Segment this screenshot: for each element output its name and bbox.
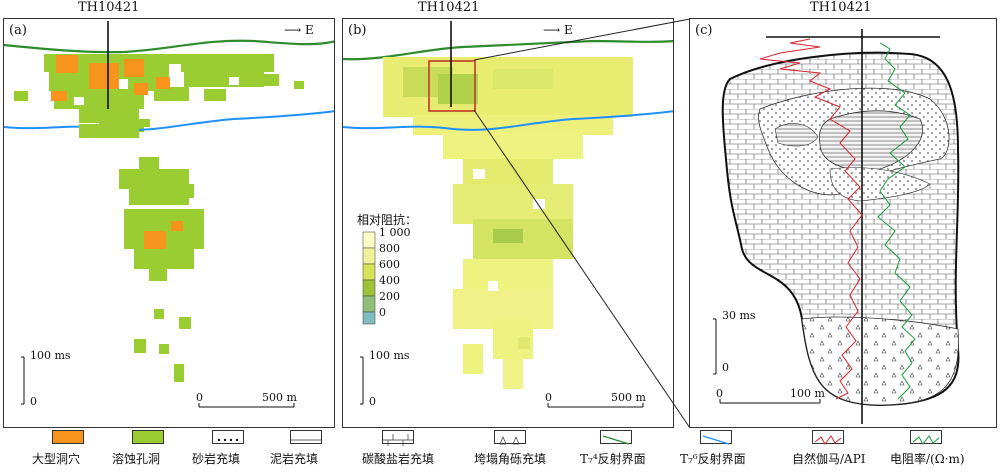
panel-c-title: TH10421 (810, 0, 872, 15)
colorbar-tick: 1 000 (379, 226, 411, 239)
vertical-scale-c (713, 318, 717, 375)
legend-label: 大型洞穴 (32, 452, 81, 466)
green-line-icon (600, 430, 632, 445)
scale-h-zero-a: 0 (196, 391, 203, 404)
t74-horizon-a (4, 39, 334, 54)
t74-horizon-b (343, 39, 673, 61)
east-arrow-a: ⟶ E (284, 23, 314, 37)
panel-b: (b) ⟶ E (342, 18, 674, 428)
legend-label: 电阻率/(Ω·m) (890, 452, 965, 466)
legend-label: 泥岩充填 (270, 452, 319, 466)
panel-a: (a) ⟶ E (3, 18, 335, 428)
east-arrow-b: ⟶ E (543, 23, 573, 37)
scale-h-zero-b: 0 (545, 391, 552, 404)
resistivity-curve (877, 42, 916, 400)
colorbar-tick: 600 (379, 258, 400, 271)
vug-zone-lower-a (79, 124, 204, 382)
scale-v-zero-b: 0 (369, 395, 376, 408)
brick-icon (382, 430, 414, 446)
hlines-icon (290, 430, 322, 444)
t76-horizon-b (343, 110, 673, 131)
vertical-scale-a (21, 356, 25, 405)
vug-gaps-a (74, 64, 239, 105)
scale-v-label-c: 30 ms (722, 309, 756, 322)
scale-v-label-b: 100 ms (369, 349, 410, 362)
legend-label: 碳酸盐岩充填 (362, 452, 435, 466)
lithology-section-c (713, 29, 960, 424)
east-label-a: E (305, 23, 314, 37)
panel-a-title: TH10421 (78, 0, 140, 15)
horizontal-scale-c (719, 399, 821, 404)
legend: 大型洞穴 溶蚀孔洞 砂岩充填 泥岩充填 碳酸盐岩充填 垮塌角砾充填 T₇⁴反射界… (0, 430, 1000, 475)
legend-label: 自然伽马/API (792, 452, 866, 466)
impedance-body-b (383, 57, 633, 389)
horizontal-scale-a (198, 403, 295, 408)
panel-a-label: (a) (9, 23, 27, 38)
red-curve-icon (812, 430, 844, 445)
caves-upper-a (51, 55, 170, 101)
horizontal-scale-b (547, 403, 644, 408)
colorbar-tick: 0 (379, 306, 386, 319)
zoom-box-b (428, 60, 476, 112)
cave-map-a (4, 21, 334, 408)
blue-line-icon (700, 430, 732, 445)
t76-horizon-a (4, 110, 334, 131)
collapse-breccia-zone (801, 316, 959, 406)
mudstone-zone-2 (774, 123, 819, 147)
legend-label: T₇⁴反射界面 (580, 452, 646, 466)
panel-c-label: (c) (695, 23, 713, 38)
dots-icon (212, 430, 244, 444)
legend-label: 砂岩充填 (192, 452, 241, 466)
colorbar-tick: 400 (379, 274, 400, 287)
legend-label: 垮塌角砾充填 (474, 452, 547, 466)
scale-v-label-a: 100 ms (30, 349, 71, 362)
mudstone-zone-1 (819, 110, 923, 171)
caves-lower-a (144, 221, 183, 249)
colorbar-tick: 200 (379, 290, 400, 303)
vertical-scale-b (360, 356, 364, 405)
scale-h-label-c: 100 m (790, 387, 825, 400)
triangles-icon (494, 430, 526, 445)
orange-fill-icon (52, 430, 84, 444)
east-label-b: E (564, 23, 573, 37)
scale-h-label-a: 500 m (262, 391, 297, 404)
scale-h-zero-c: 0 (716, 387, 723, 400)
scale-h-label-b: 500 m (611, 391, 646, 404)
colorbar-title: 相对阻抗： (357, 213, 418, 227)
green-fill-icon (132, 430, 164, 444)
legend-label: T₇⁶反射界面 (680, 452, 746, 466)
impedance-colorbar (362, 231, 376, 325)
scale-v-zero-a: 0 (30, 395, 37, 408)
impedance-map-b (343, 21, 673, 408)
panel-b-title: TH10421 (418, 0, 480, 15)
legend-label: 溶蚀孔洞 (112, 452, 161, 466)
colorbar-tick: 800 (379, 242, 400, 255)
panel-c: (c) (689, 18, 997, 428)
green-curve-icon (910, 430, 942, 445)
gamma-ray-curve (759, 38, 863, 400)
panel-b-label: (b) (348, 23, 367, 38)
scale-v-zero-c: 0 (722, 361, 729, 374)
